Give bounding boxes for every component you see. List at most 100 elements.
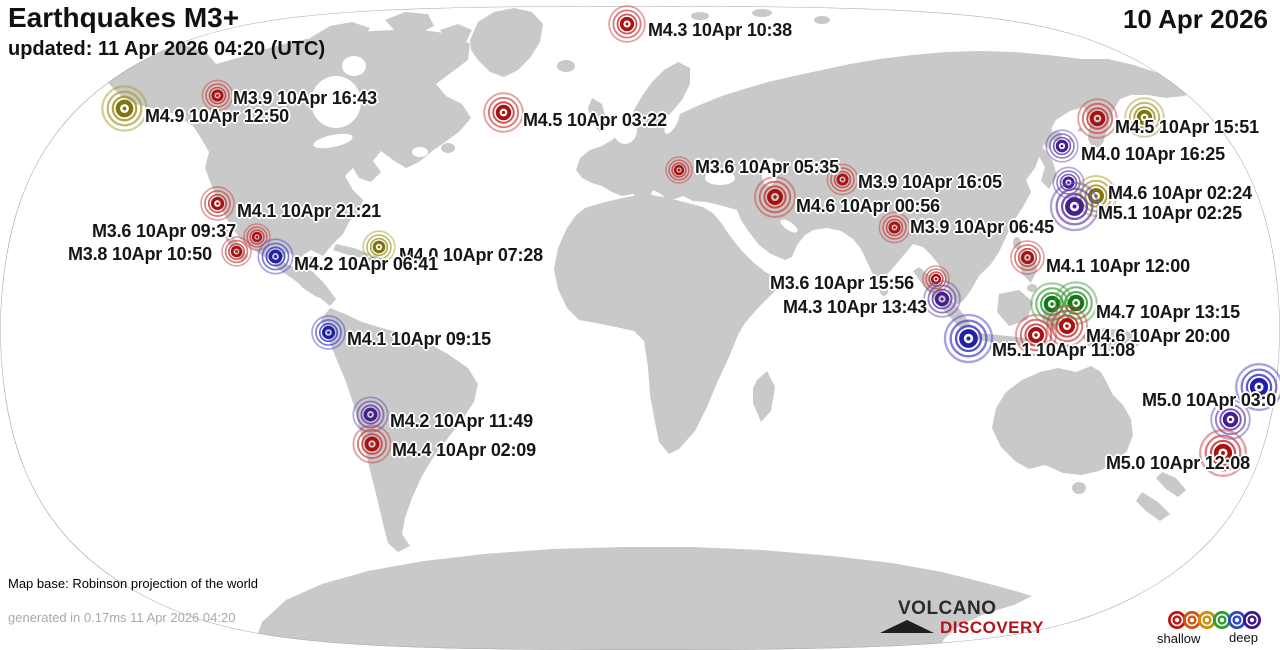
page-title: Earthquakes M3+ (8, 2, 240, 33)
quake-marker[interactable] (199, 77, 236, 114)
quake-label[interactable]: M5.1 10Apr 11:08 (992, 340, 1135, 361)
quake-marker[interactable] (255, 236, 296, 277)
quake-label[interactable]: M3.9 10Apr 06:45 (910, 217, 1054, 238)
quake-label[interactable]: M4.4 10Apr 02:09 (392, 440, 536, 461)
quake-marker[interactable] (1075, 96, 1120, 141)
quake-label[interactable]: M4.1 10Apr 12:00 (1046, 256, 1190, 277)
quake-marker[interactable] (942, 312, 995, 365)
svalbard (752, 9, 772, 17)
quake-label[interactable]: M3.9 10Apr 16:43 (233, 88, 377, 109)
updated-timestamp: updated: 11 Apr 2026 04:20 (UTC) (8, 38, 326, 60)
quake-marker[interactable] (1122, 95, 1167, 140)
quake-label[interactable]: M3.6 10Apr 15:56 (770, 273, 914, 294)
quake-label[interactable]: M4.1 10Apr 21:21 (237, 201, 381, 222)
sakhalin (1043, 118, 1052, 150)
madagascar (753, 371, 775, 422)
quake-label[interactable]: M5.1 10Apr 02:25 (1098, 203, 1242, 224)
quake-marker[interactable] (824, 161, 861, 198)
quake-label[interactable]: M4.5 10Apr 03:22 (523, 110, 667, 131)
arctic-island (440, 24, 472, 44)
ireland (575, 118, 585, 126)
borneo (997, 290, 1033, 326)
new-zealand-south (1136, 492, 1170, 521)
continents (96, 8, 1198, 650)
quake-label[interactable]: M4.3 10Apr 10:38 (648, 20, 792, 41)
map-base-note: Map base: Robinson projection of the wor… (8, 576, 259, 591)
quake-marker[interactable] (876, 209, 913, 246)
newfoundland (441, 143, 455, 153)
quake-marker[interactable] (1028, 280, 1076, 328)
quake-label[interactable]: M4.3 10Apr 13:43 (783, 297, 927, 318)
quake-label[interactable]: M4.1 10Apr 09:15 (347, 329, 491, 350)
cuba (333, 244, 370, 259)
inner-seas (311, 56, 798, 257)
quake-marker[interactable] (481, 90, 526, 135)
quake-marker[interactable] (350, 422, 394, 466)
legend-scale-icon (1167, 610, 1262, 629)
quake-label[interactable]: M4.6 10Apr 02:24 (1108, 183, 1252, 204)
volcano-icon (880, 620, 934, 633)
quake-marker[interactable] (360, 228, 398, 266)
quake-marker[interactable] (241, 221, 273, 253)
quake-marker[interactable] (99, 83, 150, 134)
arctic-island (814, 16, 830, 24)
legend-shallow-label: shallow (1157, 631, 1201, 646)
quake-label[interactable]: M3.8 10Apr 10:50 (68, 244, 212, 265)
continent-north-america (96, 30, 471, 300)
quake-marker[interactable] (1052, 279, 1100, 327)
quake-label[interactable]: M3.6 10Apr 05:35 (695, 157, 839, 178)
continent-eurasia (576, 51, 1198, 305)
continent-africa (554, 194, 783, 454)
map-date: 10 Apr 2026 (1122, 4, 1268, 34)
quake-marker[interactable] (1197, 427, 1249, 479)
quake-label[interactable]: M5.0 10Apr 03:0 (1142, 390, 1277, 411)
quake-marker[interactable] (921, 278, 963, 320)
quake-label[interactable]: M3.6 10Apr 09:37 (92, 221, 236, 242)
volcano-discovery-logo[interactable]: VOLCANO DISCOVERY (878, 596, 1048, 642)
quake-label[interactable]: M4.5 10Apr 15:51 (1115, 117, 1259, 138)
quake-marker[interactable] (1043, 127, 1081, 165)
legend-deep-label: deep (1229, 630, 1258, 645)
quake-marker[interactable] (1233, 361, 1280, 413)
svalbard (691, 12, 709, 20)
quake-marker[interactable] (606, 3, 648, 45)
quake-label[interactable]: M4.2 10Apr 11:49 (390, 411, 533, 432)
quake-marker[interactable] (219, 234, 254, 269)
quake-marker[interactable] (198, 184, 237, 223)
quake-marker[interactable] (309, 313, 348, 352)
arctic-island (385, 12, 434, 34)
quake-marker[interactable] (1044, 303, 1090, 349)
logo-volcano-text: VOLCANO (898, 598, 997, 619)
new-guinea (1082, 328, 1143, 352)
central-america (273, 261, 336, 306)
quake-label[interactable]: M4.9 10Apr 12:50 (145, 106, 289, 127)
quake-marker[interactable] (1050, 164, 1087, 201)
depth-legend (1158, 604, 1268, 634)
new-zealand-north (1156, 472, 1186, 497)
quake-marker[interactable] (350, 394, 391, 435)
continent-south-america (321, 308, 478, 552)
greenland (470, 8, 543, 77)
continent-australia (992, 366, 1133, 475)
quake-label[interactable]: M3.9 10Apr 16:05 (858, 172, 1002, 193)
quake-marker[interactable] (663, 154, 695, 186)
quake-label[interactable]: M4.0 10Apr 16:25 (1081, 144, 1225, 165)
quake-label[interactable]: M5.0 10Apr 12:08 (1106, 453, 1250, 474)
quake-marker[interactable] (1048, 180, 1101, 233)
quake-label[interactable]: M4.6 10Apr 20:00 (1086, 326, 1230, 347)
great-britain (588, 98, 606, 132)
continent-antarctica (252, 547, 1032, 650)
quake-label[interactable]: M4.7 10Apr 13:15 (1096, 302, 1240, 323)
projection-outline (0, 6, 1280, 650)
logo-discovery-text: DISCOVERY (940, 618, 1045, 637)
sri-lanka (880, 286, 888, 296)
tasmania (1072, 482, 1086, 494)
quake-marker[interactable] (752, 174, 798, 220)
quake-label[interactable]: M4.2 10Apr 06:41 (294, 254, 438, 275)
quake-label[interactable]: M4.6 10Apr 00:56 (796, 196, 940, 217)
japan (1033, 141, 1057, 189)
quake-marker[interactable] (1008, 238, 1047, 277)
quake-label[interactable]: M4.0 10Apr 07:28 (399, 245, 543, 266)
